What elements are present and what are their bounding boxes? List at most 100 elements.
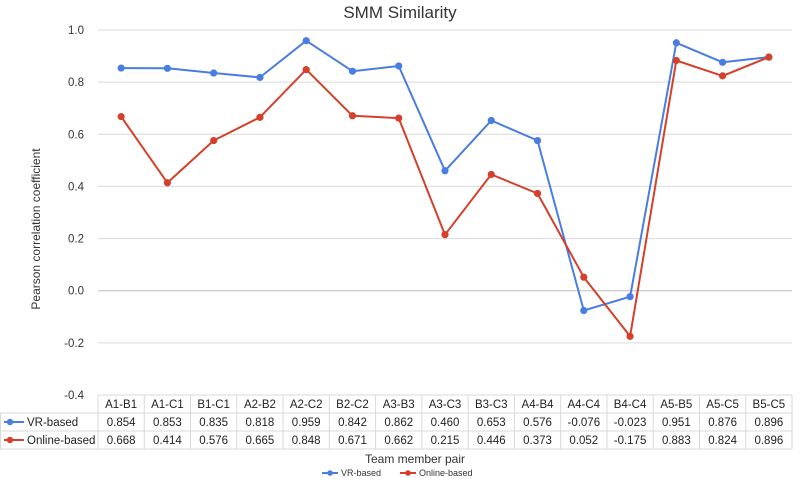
data-label: 0.671 — [338, 435, 367, 447]
data-point — [441, 167, 449, 175]
data-point — [395, 114, 403, 122]
y-tick-label: 0.0 — [68, 286, 84, 298]
data-label: 0.446 — [477, 435, 506, 447]
data-point — [163, 179, 171, 187]
data-point — [672, 56, 680, 65]
table-series-name: VR-based — [27, 417, 78, 429]
x-tick-label: A4-B4 — [522, 399, 555, 411]
legend: VR-based Online-based — [322, 468, 473, 478]
data-label: -0.076 — [567, 417, 600, 429]
data-label: 0.876 — [708, 417, 737, 429]
x-tick-label: A3-B3 — [383, 399, 415, 411]
x-tick-label: A2-C2 — [290, 399, 323, 411]
data-label: 0.835 — [199, 417, 228, 429]
legend-key-marker — [405, 470, 411, 476]
x-tick-label: B1-C1 — [197, 399, 230, 411]
x-tick-label: B5-C5 — [753, 399, 786, 411]
data-label: 0.959 — [292, 417, 321, 429]
data-point — [672, 39, 680, 47]
data-point — [487, 170, 495, 179]
data-point — [441, 231, 449, 239]
data-point — [163, 64, 171, 72]
data-point — [765, 53, 773, 61]
data-point — [302, 37, 310, 45]
data-point — [533, 189, 542, 198]
data-point — [348, 67, 357, 75]
data-label: 0.052 — [569, 435, 598, 447]
data-label: 0.951 — [662, 417, 691, 429]
data-point — [580, 306, 588, 315]
data-label: 0.653 — [477, 417, 506, 429]
y-tick-label: 0.4 — [68, 181, 85, 193]
data-point — [117, 112, 125, 121]
data-label: 0.576 — [523, 417, 552, 429]
data-label: 0.818 — [246, 417, 275, 429]
data-label: 0.576 — [199, 435, 228, 447]
data-point — [719, 72, 727, 80]
data-point — [626, 332, 634, 340]
y-tick-label: 0.6 — [68, 129, 84, 141]
data-point — [210, 136, 218, 145]
data-point — [487, 116, 495, 125]
data-label: 0.460 — [431, 417, 460, 429]
y-tick-label: -0.2 — [64, 338, 84, 350]
data-point — [210, 69, 218, 77]
series-vr-based — [117, 37, 773, 315]
data-point — [302, 66, 310, 74]
data-point — [256, 73, 264, 82]
y-tick-label: 1.0 — [68, 25, 84, 37]
data-point — [395, 62, 403, 70]
grid-lines — [98, 29, 792, 396]
data-label: 0.215 — [431, 435, 460, 447]
data-label: 0.824 — [708, 435, 737, 447]
table-series-key-marker — [6, 418, 14, 426]
x-tick-label: A2-B2 — [244, 399, 276, 411]
data-point — [719, 58, 727, 66]
chart-title: SMM Similarity — [343, 3, 457, 22]
data-point — [348, 112, 357, 120]
series-line — [121, 39, 770, 312]
y-tick-label: 0.2 — [68, 234, 84, 246]
x-tick-label: B3-C3 — [475, 399, 508, 411]
data-label: 0.853 — [153, 417, 182, 429]
table-series-key-marker — [6, 436, 14, 444]
data-label: 0.862 — [384, 417, 413, 429]
data-point — [533, 136, 542, 145]
table-series-name: Online-based — [27, 435, 95, 447]
x-tick-label: A4-C4 — [567, 399, 600, 411]
y-tick-label: -0.4 — [64, 390, 84, 402]
x-tick-label: B2-C2 — [336, 399, 369, 411]
x-tick-label: A5-C5 — [706, 399, 739, 411]
data-point — [580, 273, 588, 281]
series-online-based — [117, 53, 773, 340]
y-tick-label: 0.8 — [68, 77, 84, 89]
x-axis-label: Team member pair — [365, 452, 465, 466]
x-tick-label: B4-C4 — [614, 399, 647, 411]
series-line — [120, 56, 770, 338]
data-point — [256, 113, 264, 121]
legend-item: Online-based — [400, 468, 473, 478]
data-label: 0.842 — [338, 417, 367, 429]
data-label: 0.373 — [523, 435, 552, 447]
data-label: 0.665 — [246, 435, 275, 447]
data-label: 0.414 — [153, 435, 182, 447]
data-label: 0.896 — [754, 435, 783, 447]
data-point — [626, 293, 634, 301]
x-tick-label: A1-C1 — [151, 399, 184, 411]
data-label: 0.662 — [384, 435, 413, 447]
legend-key-marker — [327, 470, 333, 476]
x-tick-label: A5-B5 — [660, 399, 692, 411]
data-label: 0.848 — [292, 435, 321, 447]
data-table: A1-B1 A1-C1 B1-C1 A2-B2 A2-C2 B2-C2 A3-B3 A3-C3… — [0, 395, 793, 450]
data-point — [117, 64, 125, 72]
y-tick-labels: 1.0 0.8 0.6 0.4 0.2 0.0 -0.2 -0.4 — [64, 25, 84, 402]
legend-item: VR-based — [322, 468, 381, 478]
legend-label: Online-based — [419, 468, 473, 478]
data-label: 0.883 — [662, 435, 691, 447]
x-tick-label: A1-B1 — [105, 399, 137, 411]
y-axis-label: Pearson correlation coefficient — [29, 148, 43, 310]
x-tick-label: A3-C3 — [429, 399, 462, 411]
legend-label: VR-based — [341, 468, 381, 478]
